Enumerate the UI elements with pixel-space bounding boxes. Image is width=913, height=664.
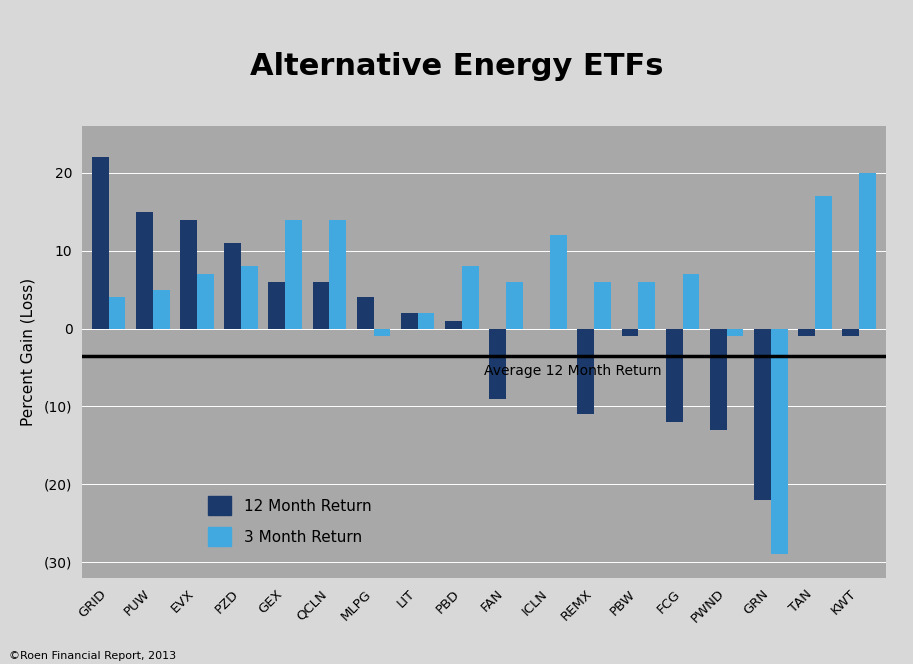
Bar xyxy=(197,274,214,329)
Bar xyxy=(859,173,876,329)
Bar xyxy=(710,329,727,430)
Bar xyxy=(136,212,152,329)
Bar xyxy=(109,297,125,329)
Bar xyxy=(798,329,815,337)
Y-axis label: Percent Gain (Loss): Percent Gain (Loss) xyxy=(21,278,36,426)
Bar xyxy=(638,282,656,329)
Bar xyxy=(578,329,594,414)
Bar xyxy=(727,329,743,337)
Bar xyxy=(152,290,170,329)
Text: Alternative Energy ETFs: Alternative Energy ETFs xyxy=(250,52,663,81)
Bar xyxy=(506,282,523,329)
Bar xyxy=(683,274,699,329)
Bar xyxy=(92,157,109,329)
Bar xyxy=(754,329,771,500)
Bar xyxy=(551,235,567,329)
Bar xyxy=(225,243,241,329)
Bar xyxy=(489,329,506,398)
Bar xyxy=(771,329,788,554)
Legend: 12 Month Return, 3 Month Return: 12 Month Return, 3 Month Return xyxy=(203,490,377,552)
Bar xyxy=(330,220,346,329)
Bar xyxy=(180,220,197,329)
Bar xyxy=(417,313,435,329)
Bar xyxy=(815,197,832,329)
Bar xyxy=(312,282,330,329)
Bar xyxy=(401,313,417,329)
Bar xyxy=(462,266,478,329)
Bar xyxy=(445,321,462,329)
Bar xyxy=(268,282,285,329)
Bar xyxy=(373,329,390,337)
Bar xyxy=(622,329,638,337)
Text: Average 12 Month Return: Average 12 Month Return xyxy=(484,365,661,378)
Bar xyxy=(594,282,611,329)
Bar xyxy=(285,220,302,329)
Bar xyxy=(666,329,683,422)
Bar xyxy=(843,329,859,337)
Bar xyxy=(241,266,257,329)
Bar xyxy=(357,297,373,329)
Text: ©Roen Financial Report, 2013: ©Roen Financial Report, 2013 xyxy=(9,651,176,661)
